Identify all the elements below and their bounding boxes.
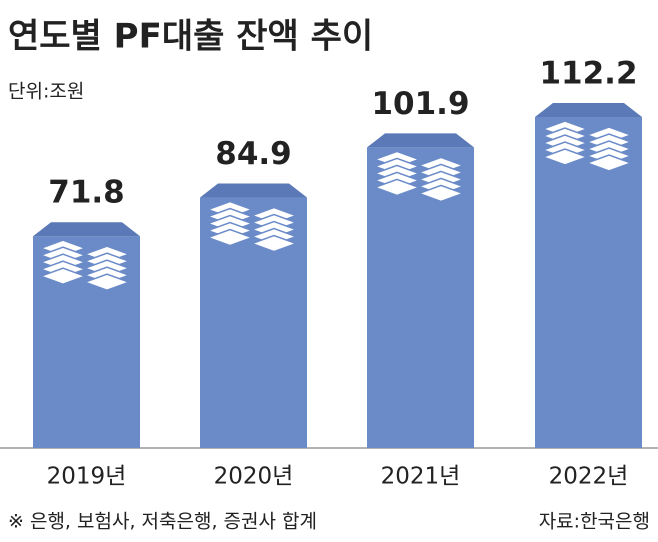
- source: 자료:한국은행: [539, 511, 650, 533]
- value-label: 101.9: [371, 86, 469, 122]
- x-tick-label: 2021년: [381, 464, 461, 490]
- bar: [367, 147, 474, 448]
- bar-top: [200, 183, 307, 198]
- x-tick-label: 2019년: [47, 464, 127, 490]
- bar: [535, 117, 642, 448]
- money-layer: [82, 273, 132, 291]
- chart-title: 연도별 PF대출 잔액 추이: [8, 17, 373, 57]
- unit-label: 단위:조원: [8, 81, 84, 103]
- bar-top: [535, 103, 642, 118]
- x-tick-label: 2020년: [214, 464, 294, 490]
- bar-top: [33, 222, 140, 237]
- value-label: 71.8: [48, 175, 125, 211]
- money-layer: [416, 184, 466, 203]
- money-layer: [584, 154, 634, 172]
- money-layer: [205, 228, 255, 247]
- money-layer: [540, 148, 590, 166]
- footnote: ※ 은행, 보험사, 저축은행, 증권사 합계: [8, 511, 317, 533]
- money-layer: [372, 178, 422, 197]
- x-tick-label: 2022년: [549, 464, 629, 490]
- bar-top: [367, 133, 474, 148]
- value-label: 84.9: [215, 136, 292, 172]
- value-label: 112.2: [539, 56, 637, 92]
- money-layer: [38, 267, 88, 285]
- money-layer: [249, 234, 299, 253]
